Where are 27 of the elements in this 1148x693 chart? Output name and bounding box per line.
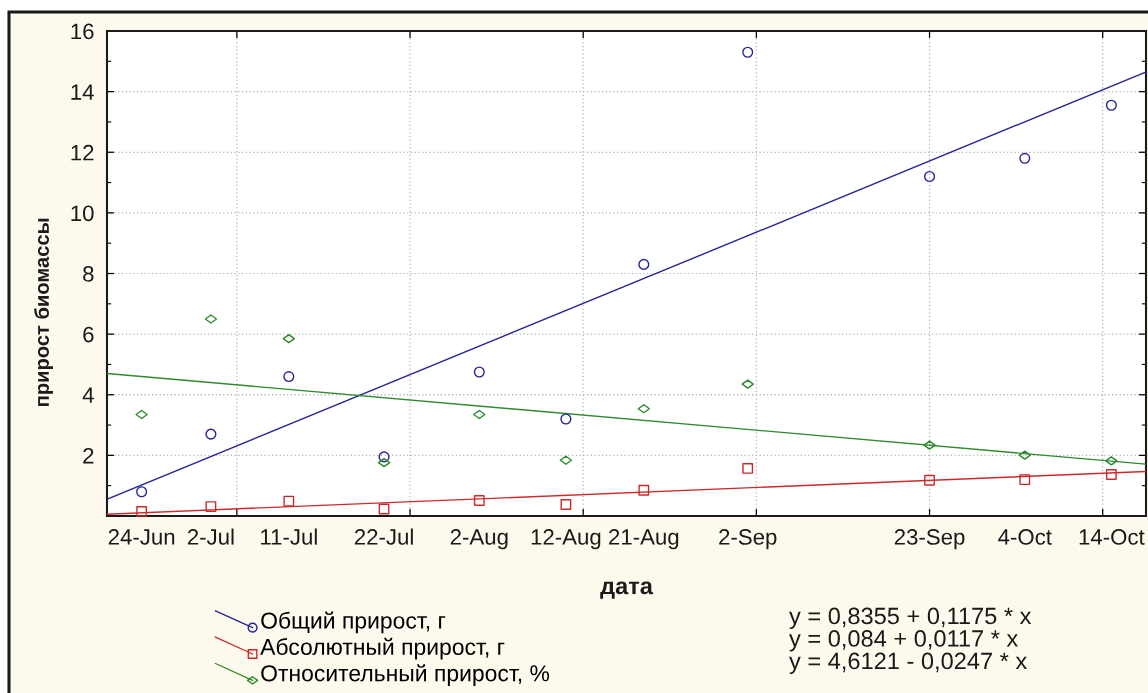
x-tick-label: 24-Jun bbox=[108, 529, 175, 545]
y-tick-label: 14 bbox=[71, 84, 94, 100]
y-tick-label: 10 bbox=[71, 205, 94, 222]
x-axis-title: дата bbox=[600, 581, 654, 599]
x-tick-label: 12-Aug bbox=[531, 529, 601, 550]
text: y = 4,6121 - 0,0247 * x bbox=[789, 652, 1027, 675]
text: y = 0,084 + 0,0117 * x bbox=[789, 630, 1019, 652]
x-tick-label: 14-Oct bbox=[1079, 529, 1145, 545]
x-tick-label: 22-Jul bbox=[354, 528, 413, 545]
x-tick-label: 21-Aug bbox=[609, 529, 679, 550]
y-tick-label: 2 bbox=[83, 447, 94, 464]
x-tick-label: 2-Jul bbox=[187, 528, 234, 545]
x-tick-label: 2-Sep bbox=[719, 529, 777, 550]
y-axis-title: прирост биомассы bbox=[34, 218, 53, 406]
legend-label: Абсолютный прирост, г bbox=[260, 637, 505, 660]
y-tick-label: 12 bbox=[71, 144, 94, 161]
y-tick-label: 4 bbox=[82, 387, 94, 403]
y-tick-label: 8 bbox=[83, 266, 94, 282]
x-tick-label: 4-Oct bbox=[998, 529, 1052, 545]
legend-label: Относительный прирост, % bbox=[261, 664, 550, 686]
y-tick-label: 16 bbox=[71, 23, 94, 40]
x-tick-label: 23-Sep bbox=[894, 529, 965, 550]
legend-label: Общий прирост, г bbox=[261, 611, 446, 634]
y-tick-label: 6 bbox=[83, 326, 94, 343]
text: y = 0,8355 + 0,1175 * x bbox=[789, 607, 1032, 629]
x-tick-label: 2-Aug bbox=[450, 529, 508, 550]
x-tick-label: 11-Jul bbox=[261, 528, 317, 545]
